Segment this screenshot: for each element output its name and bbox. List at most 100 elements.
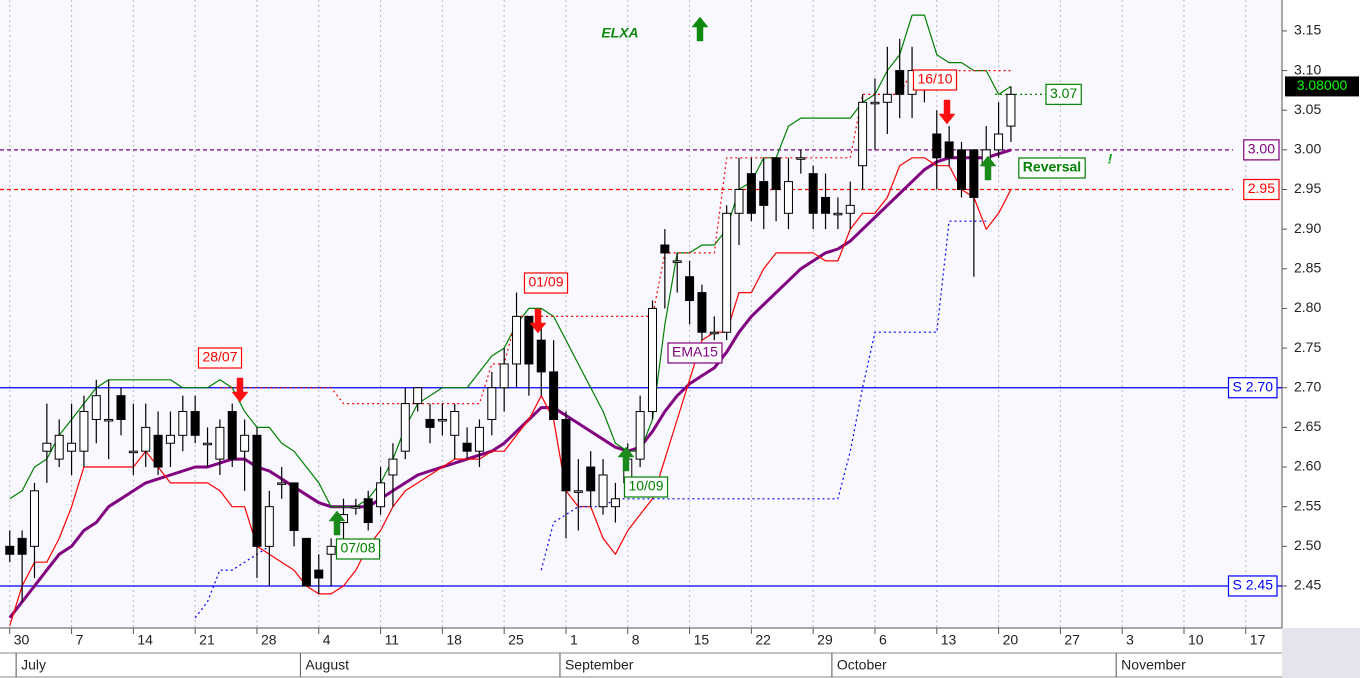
candle-body	[29, 490, 39, 547]
annotation: 07/08	[340, 540, 375, 556]
candle-body	[190, 411, 200, 436]
x-tick-label: 3	[1126, 632, 1134, 648]
y-axis-panel	[1282, 0, 1360, 628]
candle-body	[746, 173, 756, 214]
arrow	[529, 308, 547, 334]
month-label: November	[1121, 657, 1186, 673]
candle-body	[858, 101, 868, 167]
x-tick-label: 28	[261, 632, 277, 648]
candle-body	[994, 133, 1004, 151]
indicator-line	[219, 70, 1011, 405]
candle-body	[647, 307, 657, 413]
level-label-box	[1045, 83, 1082, 105]
candle-body	[264, 506, 274, 547]
y-tick-label: 2.60	[1294, 458, 1321, 474]
y-tick-label: 2.90	[1294, 220, 1321, 236]
candle-body	[178, 411, 188, 436]
candle-body	[474, 426, 484, 452]
candle-body	[203, 442, 213, 446]
annotation: Reversal	[1023, 159, 1081, 175]
plot-background	[0, 0, 1282, 628]
indicator-line	[9, 157, 1012, 626]
candle-body	[709, 331, 719, 335]
y-tick-label: 2.80	[1294, 299, 1321, 315]
candle-body	[153, 434, 163, 468]
candle-body	[437, 418, 447, 422]
candle-body	[957, 149, 966, 191]
x-tick-label: 20	[1003, 632, 1019, 648]
annotation-box	[1018, 157, 1086, 179]
candle-body	[215, 426, 225, 460]
annotation: !	[1108, 151, 1113, 167]
corner-panel	[1282, 628, 1360, 678]
candle-body	[771, 157, 781, 191]
candle-body	[882, 93, 892, 103]
candle-body	[524, 315, 534, 365]
candle-body	[289, 482, 299, 531]
x-tick-label: 6	[879, 632, 887, 648]
x-tick-label: 27	[1064, 632, 1080, 648]
y-tick-label: 2.65	[1294, 418, 1321, 434]
candle-body	[870, 101, 880, 105]
x-tick-label: 22	[755, 632, 771, 648]
candle-body	[42, 442, 52, 452]
x-tick-label: 21	[199, 632, 215, 648]
y-tick-label: 2.85	[1294, 260, 1321, 276]
x-tick-label: 30	[14, 632, 30, 648]
candle-body	[91, 395, 101, 420]
candle-body	[845, 204, 855, 214]
candle-body	[499, 363, 509, 389]
level-label: 3.00	[1248, 141, 1275, 157]
candle-body	[573, 490, 583, 493]
annotation: 16/10	[917, 71, 952, 87]
candle-body	[67, 442, 77, 452]
x-tick-label: 4	[323, 632, 331, 648]
candle-body	[79, 411, 89, 452]
candle-body	[376, 482, 386, 508]
candle-body	[450, 411, 460, 436]
annotation-box	[623, 476, 669, 498]
candle-body	[635, 411, 645, 460]
candle-body	[487, 387, 497, 420]
line-label: EMA15	[672, 344, 718, 360]
arrow	[231, 377, 249, 403]
last-price-label: 3.08000	[1297, 77, 1348, 93]
candle-body	[685, 276, 695, 302]
x-tick-label: 18	[446, 632, 462, 648]
candle-body	[796, 157, 806, 160]
overlay: S 2.70 S 2.45 3.00 2.95 3.07 28/07 01/09 16/10 0…	[197, 16, 1359, 597]
candle-body	[1006, 93, 1016, 127]
candle-body	[301, 537, 311, 587]
y-tick-label: 3.00	[1294, 141, 1321, 157]
candle-body	[759, 181, 769, 206]
candle-body	[351, 506, 361, 509]
candle-body	[277, 482, 287, 485]
month-label: September	[565, 657, 634, 673]
candle-body	[512, 315, 522, 365]
candle-body	[104, 418, 114, 422]
x-tick-label: 15	[694, 632, 710, 648]
candle-body	[944, 141, 954, 159]
arrow	[979, 155, 997, 181]
candle-body	[734, 189, 744, 214]
candle-body	[326, 545, 336, 555]
x-tick-label: 29	[817, 632, 833, 648]
candle-body	[561, 418, 571, 492]
x-tick-label: 13	[941, 632, 957, 648]
annotation-box	[912, 69, 958, 91]
y-tick-label: 2.95	[1294, 180, 1321, 196]
y-tick-label: 2.75	[1294, 339, 1321, 355]
arrow	[938, 99, 956, 125]
candle-body	[240, 434, 250, 452]
candle-body	[363, 498, 373, 524]
y-tick-label: 2.55	[1294, 497, 1321, 513]
chart-title: ELXA	[601, 25, 638, 41]
month-label: August	[305, 657, 349, 673]
y-tick-label: 2.50	[1294, 537, 1321, 553]
candle-body	[252, 434, 262, 547]
line-label-box	[667, 342, 723, 364]
level-label: S 2.70	[1233, 378, 1274, 394]
y-tick-label: 3.05	[1294, 101, 1321, 117]
candle-body	[462, 442, 472, 452]
